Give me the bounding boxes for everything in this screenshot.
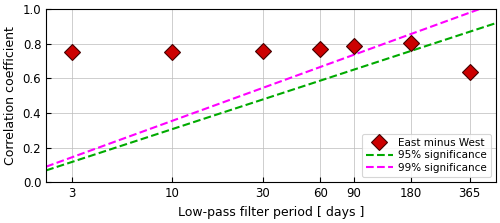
East minus West <box>467 70 473 73</box>
95% significance <box>482 25 488 28</box>
99% significance <box>43 165 49 168</box>
East minus West <box>260 50 266 52</box>
Line: East minus West: East minus West <box>66 37 476 77</box>
95% significance <box>311 81 317 84</box>
95% significance <box>493 22 499 25</box>
Y-axis label: Correlation coefficient: Correlation coefficient <box>4 26 17 165</box>
95% significance <box>260 98 266 101</box>
99% significance <box>260 87 266 89</box>
99% significance <box>482 6 488 8</box>
Line: 95% significance: 95% significance <box>46 23 496 170</box>
East minus West <box>317 48 323 50</box>
Legend: East minus West, 95% significance, 99% significance: East minus West, 95% significance, 99% s… <box>362 134 490 177</box>
East minus West <box>408 42 414 44</box>
99% significance <box>257 88 263 90</box>
99% significance <box>311 68 317 71</box>
99% significance <box>286 77 292 80</box>
99% significance <box>412 31 418 34</box>
East minus West <box>69 50 75 53</box>
95% significance <box>257 99 263 102</box>
95% significance <box>412 48 418 51</box>
East minus West <box>350 45 356 48</box>
X-axis label: Low-pass filter period [ days ]: Low-pass filter period [ days ] <box>178 206 364 219</box>
99% significance <box>493 2 499 4</box>
East minus West <box>168 50 174 53</box>
95% significance <box>43 169 49 172</box>
95% significance <box>286 89 292 92</box>
Line: 99% significance: 99% significance <box>46 3 496 167</box>
